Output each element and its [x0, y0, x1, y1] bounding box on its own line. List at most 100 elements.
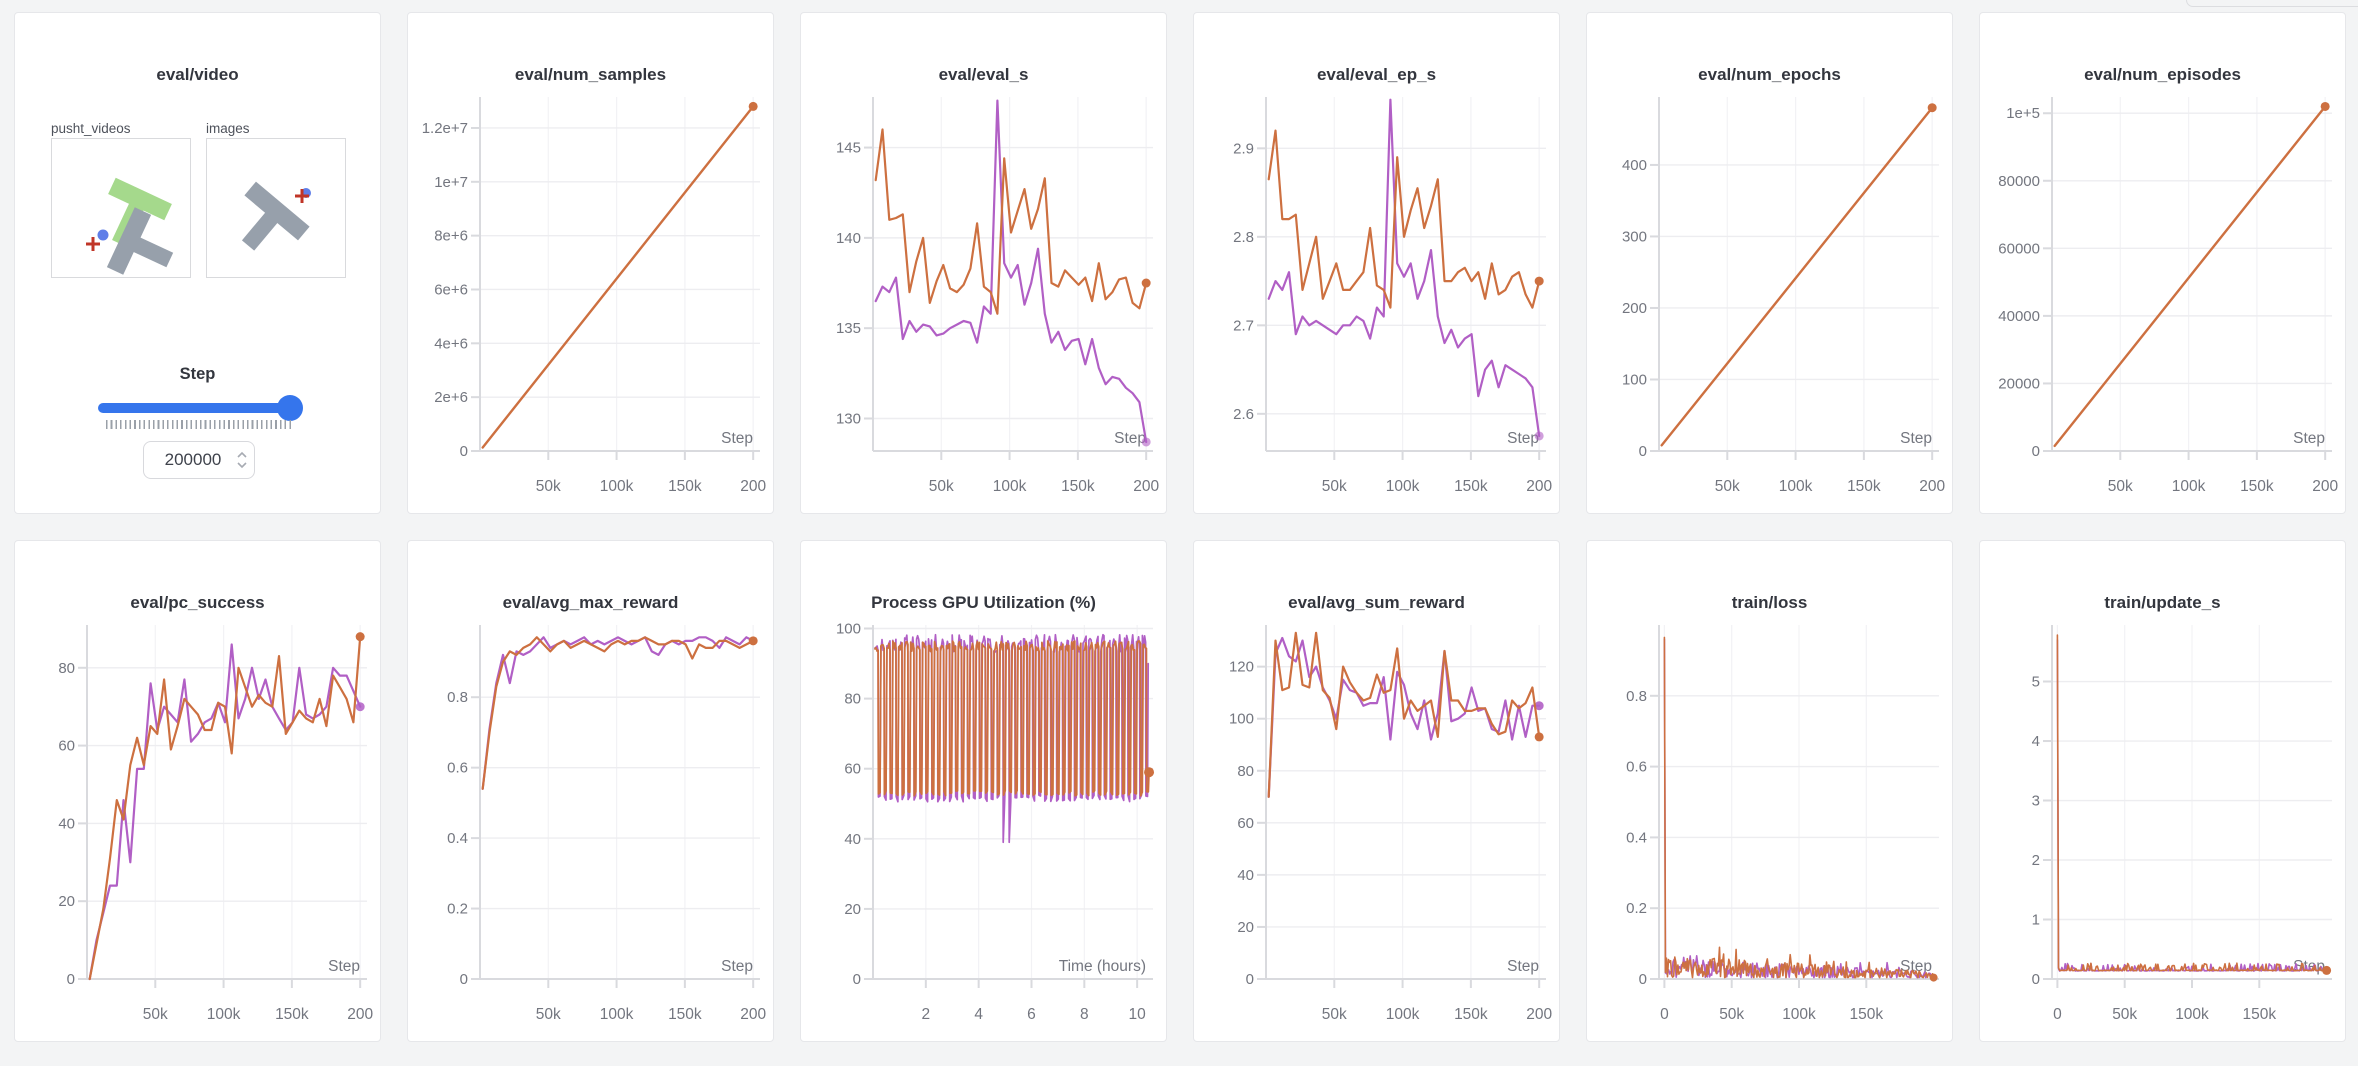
y-tick-label: 40: [1237, 867, 1254, 884]
dashboard-grid: eval/video pusht_videos images: [14, 12, 2346, 1042]
pusht-video-frame: [86, 177, 174, 275]
y-tick-label: 0.6: [447, 760, 468, 777]
x-tick-label: 200: [2312, 478, 2338, 495]
x-axis-label: Step: [2293, 430, 2325, 447]
x-axis-label: Step: [721, 958, 753, 975]
chart-plot: 130 135 140 145 50k 100k 150k 200 Step: [836, 97, 1159, 495]
panel-eval-pc-success[interactable]: eval/pc_success 0 20 40 60 80 50k 100k 150k 200 S…: [14, 540, 381, 1042]
x-tick-label: 50k: [2112, 1006, 2137, 1023]
end-point-dot-run-orange: [1534, 276, 1544, 286]
x-tick-label: 100k: [1779, 478, 1813, 495]
panel-process-gpu-utilization[interactable]: Process GPU Utilization (%) 0 20 40 60 80 100…: [800, 540, 1167, 1042]
x-tick-label: 150k: [2242, 1006, 2276, 1023]
chart-plot: 0 20 40 60 80 100 120 50k 100k 150k 200 Step: [1229, 625, 1552, 1023]
step-stepper[interactable]: [236, 451, 248, 469]
y-tick-label: 0.2: [447, 901, 468, 918]
y-tick-label: 40: [58, 815, 75, 832]
gray-t-shape: [106, 207, 174, 275]
step-slider-track[interactable]: [98, 403, 302, 413]
y-tick-label: 0: [1639, 971, 1647, 988]
x-axis-label: Step: [1507, 958, 1539, 975]
y-tick-label: 20: [1237, 919, 1254, 936]
x-tick-label: 100k: [2175, 1006, 2209, 1023]
y-tick-label: 0: [460, 443, 468, 460]
panel-eval-avg-max-reward[interactable]: eval/avg_max_reward 0 0.2 0.4 0.6 0.8 50k 100k…: [407, 540, 774, 1042]
y-tick-label: 1.2e+7: [422, 120, 468, 137]
panel-eval-num-episodes[interactable]: eval/num_episodes 0 20000 40000 60000 80000 1…: [1979, 12, 2346, 514]
gray-t-shape: [241, 181, 310, 251]
chevron-down-icon[interactable]: [237, 462, 247, 469]
chevron-up-icon[interactable]: [237, 451, 247, 458]
x-tick-label: 50k: [1715, 478, 1740, 495]
y-tick-label: 6e+6: [434, 281, 468, 298]
series-line-run-orange: [88, 635, 362, 981]
target-cross: [86, 237, 100, 251]
y-tick-label: 80000: [1998, 173, 2040, 190]
y-tick-label: 140: [836, 230, 861, 247]
panel-eval-eval-s[interactable]: eval/eval_s 130 135 140 145 50k 100k 150k 200 St…: [800, 12, 1167, 514]
chart-plot: 0 0.2 0.4 0.6 0.8 50k 100k 150k 200 Step: [447, 625, 766, 1023]
x-tick-label: 150k: [2240, 478, 2274, 495]
chart-title: eval/avg_max_reward: [502, 593, 679, 612]
x-tick-label: 150k: [668, 478, 702, 495]
x-tick-label: 100k: [600, 1006, 634, 1023]
x-tick-label: 100k: [207, 1006, 241, 1023]
step-slider-thumb[interactable]: [277, 395, 303, 421]
y-tick-label: 100: [836, 621, 861, 638]
end-point-dot-run-orange: [1927, 103, 1937, 113]
y-tick-label: 100: [1229, 711, 1254, 728]
chart-plot: 0 100 200 300 400 50k 100k 150k 200 Step: [1622, 97, 1945, 495]
chart-title: eval/num_episodes: [2084, 65, 2241, 84]
y-tick-label: 60: [1237, 815, 1254, 832]
panel-eval-video[interactable]: eval/video pusht_videos images: [14, 12, 381, 514]
images-caption: images: [206, 121, 250, 136]
y-tick-label: 8e+6: [434, 228, 468, 245]
step-value-input[interactable]: [143, 441, 255, 479]
y-tick-label: 20000: [1998, 375, 2040, 392]
panel-eval-num-samples[interactable]: eval/num_samples 0 2e+6 4e+6 6e+6 8e+6 1e+7 1.…: [407, 12, 774, 514]
x-axis-label: Step: [1507, 430, 1539, 447]
panel-train-update-s[interactable]: train/update_s 0 1 2 3 4 5 0 50k 100k 150k Step: [1979, 540, 2346, 1042]
video-panel-title: eval/video: [156, 65, 239, 84]
x-axis-label: Step: [328, 958, 360, 975]
chart-title: eval/eval_ep_s: [1316, 65, 1437, 84]
y-tick-label: 2e+6: [434, 389, 468, 406]
end-point-dot-run-orange: [1141, 278, 1151, 288]
x-tick-label: 6: [1027, 1006, 1036, 1023]
y-tick-label: 0.8: [1626, 688, 1647, 705]
series-line-run-purple: [874, 99, 1148, 444]
panel-train-loss[interactable]: train/loss 0 0.2 0.4 0.6 0.8 0 50k 100k 150k Step: [1586, 540, 1953, 1042]
x-axis-label: Step: [1900, 430, 1932, 447]
y-tick-label: 80: [58, 660, 75, 677]
x-tick-label: 0: [1660, 1006, 1669, 1023]
chart-title: eval/num_samples: [514, 65, 667, 84]
panel-eval-num-epochs[interactable]: eval/num_epochs 0 100 200 300 400 50k 100k 150k…: [1586, 12, 1953, 514]
series-line-run-orange: [481, 105, 755, 449]
series-line-run-orange: [481, 636, 755, 790]
target-cross: [295, 189, 309, 203]
x-tick-label: 100k: [600, 478, 634, 495]
y-tick-label: 60000: [1998, 240, 2040, 257]
panel-eval-avg-sum-reward[interactable]: eval/avg_sum_reward 0 20 40 60 80 100 120 50k 10…: [1193, 540, 1560, 1042]
x-tick-label: 150k: [275, 1006, 309, 1023]
pusht-videos-thumbnail[interactable]: [51, 138, 191, 278]
panel-eval-eval-ep-s[interactable]: eval/eval_ep_s 2.6 2.7 2.8 2.9 50k 100k 150k 20…: [1193, 12, 1560, 514]
end-point-dot-run-orange: [1534, 732, 1544, 742]
x-tick-label: 200: [1919, 478, 1945, 495]
y-tick-label: 0: [460, 971, 468, 988]
series-line-run-orange: [874, 640, 1150, 797]
chart-title: eval/eval_s: [938, 65, 1029, 84]
y-tick-label: 120: [1229, 659, 1254, 676]
chart-title: train/loss: [1731, 593, 1808, 612]
y-tick-label: 40000: [1998, 308, 2040, 325]
end-point-dot-run-purple: [1141, 437, 1151, 447]
x-tick-label: 150k: [1454, 1006, 1488, 1023]
x-tick-label: 10: [1129, 1006, 1147, 1023]
y-tick-label: 80: [844, 691, 861, 708]
x-tick-label: 200: [740, 1006, 766, 1023]
x-tick-label: 100k: [993, 478, 1027, 495]
images-thumbnail[interactable]: [206, 138, 346, 278]
x-tick-label: 8: [1080, 1006, 1089, 1023]
